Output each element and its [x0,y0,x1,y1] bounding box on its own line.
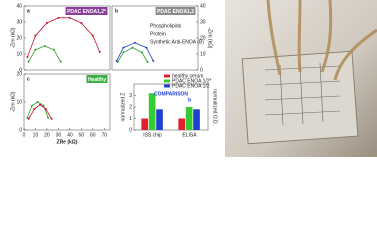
data-point [140,51,143,54]
bar [156,109,163,130]
y-tick-label: 0 [19,67,22,73]
bar [141,118,149,130]
x-tick-label: 40 [67,132,73,138]
bar [185,107,193,130]
data-point [42,104,45,107]
panel-title: PDAC ENOA1,2* [67,9,106,15]
y-tick-label: 1 [129,116,132,122]
y-tick-label: 0 [129,127,132,133]
y-tick-label: 10 [16,51,22,57]
bar [193,109,200,130]
y-axis-label: -Zim (kΩ) [10,27,16,48]
data-point [34,34,37,37]
title-box [155,7,196,15]
y-axis-label: -Zim (kΩ) [207,28,213,49]
annotation: Synthetic Anti-ENOA (B) [150,39,204,45]
data-point [57,16,60,19]
y-tick-label: 40 [16,3,22,9]
photo [225,0,377,157]
data-point [133,41,136,44]
data-point [146,61,149,63]
data-point [122,46,125,49]
legend-swatch [164,79,170,83]
panel-title: Healthy [88,77,106,83]
x-tick-label: ISS chip [143,132,162,138]
y-tick-label: 0 [19,127,22,133]
data-point [98,50,101,53]
data-point [50,117,53,120]
x-tick-label: 50 [79,132,85,138]
data-point [131,46,134,49]
data-point [80,21,83,24]
data-point [59,60,62,63]
y-tick-label: 10 [200,51,206,57]
x-tick-label: 30 [56,132,62,138]
x-tick-label: 60 [90,132,96,138]
panel-label: b [115,8,118,14]
data-point [45,21,48,24]
curve [27,17,101,58]
x-axis-label: ZRe (kΩ) [57,139,78,145]
y-tick-label: 20 [16,35,22,41]
x-tick-label: 20 [44,132,50,138]
curve [28,45,62,62]
y-tick-label: 20 [200,35,206,41]
legend-label: PDAC ENOA 1/2 [172,83,210,89]
x-tick-label: 0 [23,132,26,138]
y-tick-label: 30 [16,19,22,25]
legend-swatch [164,74,170,78]
y-tick-label: 2 [129,104,132,110]
data-point [122,51,125,54]
plot-frame [23,5,111,71]
y-axis-label: -Zim (kΩ) [10,91,16,112]
y2-axis-label: normalized O.D. [212,89,218,125]
y-tick-label: 20 [16,71,22,77]
data-point [33,108,36,110]
data-point [34,48,37,51]
x-tick-label: ELISA [182,132,197,138]
data-point [116,61,119,63]
data-point [27,117,30,120]
data-point [44,108,47,110]
title-box [65,7,108,15]
curve [116,42,154,62]
data-point [68,16,71,19]
y-tick-label: 0 [200,67,203,73]
title-box [86,75,108,83]
data-point [26,56,29,59]
legend-label: PDAC ENOA 1/2* [172,78,212,84]
x-tick-label: 70 [101,132,107,138]
bar [178,118,186,130]
panel-title: PDAC ENOA1,2 [157,9,194,15]
data-point [31,104,34,107]
data-point [47,116,50,119]
annotation: Phospholipids [150,23,182,29]
plot-frame [111,5,199,71]
y-tick-label: 30 [200,19,206,25]
data-point [36,101,39,103]
chart-title: COMPARISON [154,91,188,97]
data-point [39,103,42,106]
data-point [52,48,55,51]
y-axis-label: normalized Z [120,93,126,122]
legend-label: healthy serum [172,73,203,79]
group-label: b [188,97,191,103]
y-tick-label: 40 [200,3,206,9]
y-tick-label: 10 [16,99,22,105]
data-point [91,34,94,37]
x-tick-label: 10 [33,132,39,138]
panel-label: a [27,8,30,14]
data-point [27,60,30,63]
legend-swatch [164,84,170,88]
panel-label: c [27,76,30,82]
data-point [152,59,155,62]
annotation: Protein [150,31,166,37]
bar [148,93,156,130]
y-tick-label: 3 [129,93,132,99]
data-point [145,46,148,49]
data-point [43,45,46,47]
